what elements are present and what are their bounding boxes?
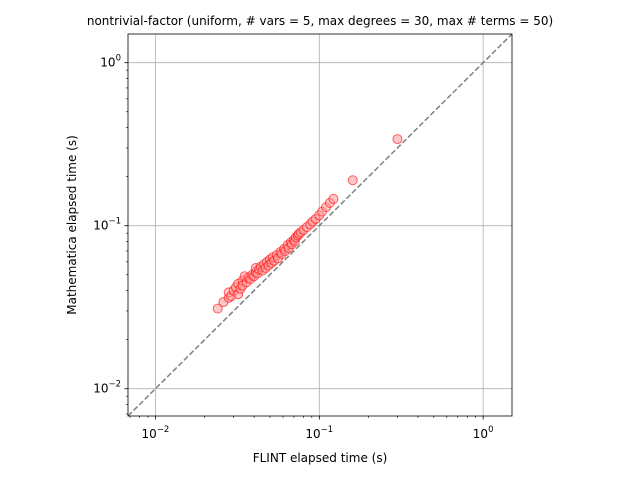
x-tick-label: 100 — [473, 425, 494, 441]
x-axis-label: FLINT elapsed time (s) — [253, 451, 388, 465]
chart-title: nontrivial-factor (uniform, # vars = 5, … — [87, 14, 553, 28]
data-point — [392, 134, 403, 145]
axes-frame — [127, 33, 513, 417]
y-axis-label: Mathematica elapsed time (s) — [65, 135, 79, 315]
y-tick-label: 10−1 — [93, 217, 121, 233]
data-points — [212, 134, 403, 314]
y-tick-label: 10−2 — [93, 380, 121, 396]
x-ticks: 10−2 10−1 100 — [129, 416, 494, 441]
data-point — [212, 303, 223, 314]
y-tick-label: 100 — [100, 54, 121, 70]
data-point — [347, 175, 358, 186]
data-point — [328, 193, 339, 204]
y-ticks: 10−2 10−1 100 — [93, 54, 128, 415]
x-tick-label: 10−2 — [142, 425, 170, 441]
x-tick-label: 10−1 — [305, 425, 333, 441]
reference-line — [128, 34, 512, 416]
